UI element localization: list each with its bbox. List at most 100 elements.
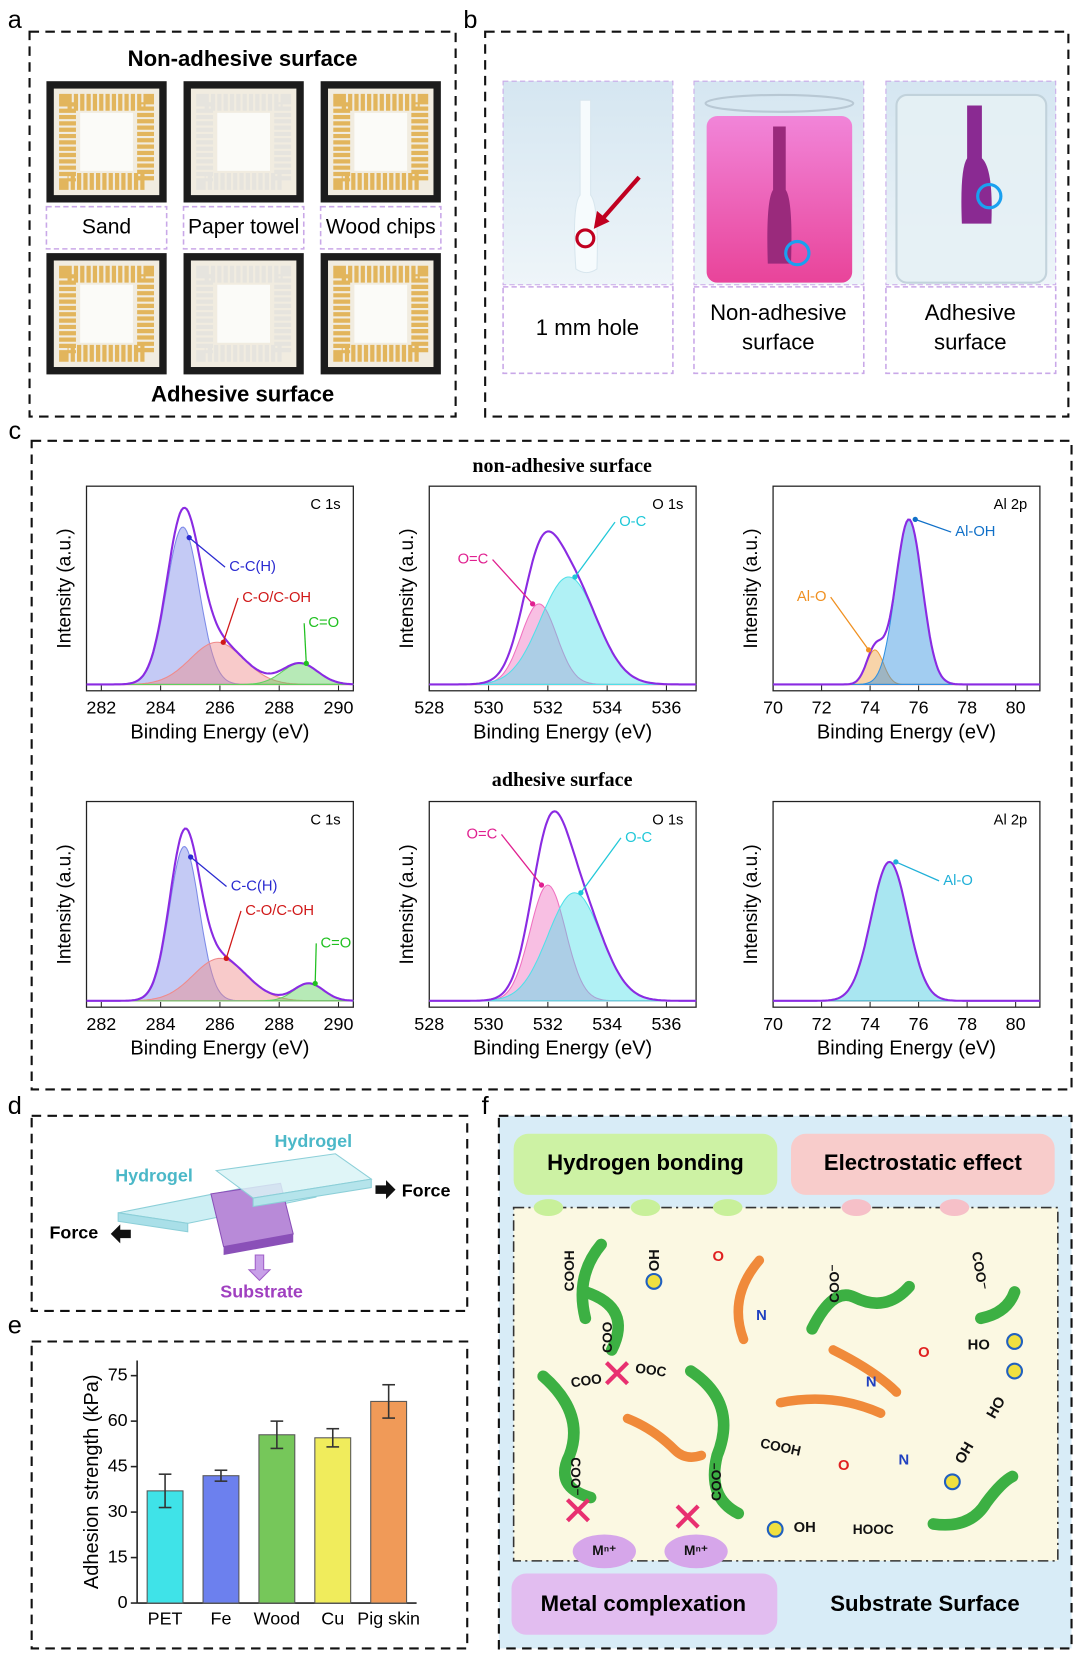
x-tick-label: 284	[146, 697, 176, 717]
bar	[146, 1490, 184, 1604]
particles	[196, 265, 292, 362]
peak-label: O-C	[625, 830, 652, 846]
chem-label: COO⁻	[709, 1463, 724, 1501]
caption: surface	[934, 330, 1007, 355]
chem-label: N	[899, 1453, 910, 1469]
particles	[333, 265, 429, 362]
polymer-chain	[576, 1238, 607, 1325]
polymer-chain	[806, 1280, 915, 1335]
force-arrow	[110, 1224, 131, 1244]
x-tick-label: 74	[860, 1014, 880, 1034]
chem-label: Mⁿ⁺	[592, 1543, 616, 1558]
group-title: non-adhesive surface	[472, 455, 652, 477]
arrow-tip	[303, 660, 309, 666]
y-axis-label: Intensity (a.u.)	[54, 844, 75, 964]
x-tick-label: 76	[909, 1014, 929, 1034]
chem-label: OH	[647, 1249, 663, 1271]
force-label: Force	[49, 1223, 98, 1243]
chem-label: COO⁻	[827, 1264, 842, 1302]
caption: 1 mm hole	[536, 315, 639, 340]
arrow-tip	[572, 574, 578, 580]
x-tick-label: 536	[651, 1014, 681, 1034]
polymer-chain	[622, 1413, 707, 1462]
surface-title: Substrate Surface	[830, 1591, 1019, 1616]
beaker-rim	[704, 93, 855, 113]
y-tick-label: 45	[108, 1455, 128, 1475]
label-arrow	[500, 834, 543, 886]
sample	[354, 112, 408, 171]
y-tick-label: 75	[108, 1364, 128, 1384]
pipette	[573, 99, 598, 274]
hole-marker	[784, 239, 811, 267]
x-tick-label: 290	[324, 1014, 354, 1034]
mechanism-box	[791, 1133, 1055, 1195]
particles	[196, 93, 292, 190]
chem-label: O	[838, 1458, 849, 1474]
substrate-label: Sand	[82, 215, 131, 238]
peak-label: C=O	[320, 935, 351, 951]
chem-label: COO⁻	[969, 1250, 990, 1290]
y-axis-label: Intensity (a.u.)	[741, 844, 762, 964]
arrow-tip	[538, 882, 545, 888]
plot-frame	[85, 800, 354, 1008]
x-tick-label: Pig skin	[357, 1609, 420, 1629]
x-tick-label: 76	[909, 697, 929, 717]
force-arrow	[375, 1180, 396, 1200]
label-arrow	[580, 837, 622, 894]
y-axis-label: Adhesion strength (kPa)	[81, 1374, 103, 1589]
hydrogel-zone	[512, 1206, 1059, 1562]
panel-label: d	[8, 1092, 22, 1120]
arrow-tip	[865, 647, 872, 653]
mechanism-box	[511, 1573, 778, 1635]
x-tick-label: 534	[592, 1014, 622, 1034]
caption-cell	[502, 286, 674, 375]
chem-label: HOOC	[853, 1522, 894, 1537]
x-tick-label: 286	[205, 1014, 235, 1034]
particles	[59, 93, 155, 190]
core-level: C 1s	[310, 497, 340, 513]
binding-site	[712, 1199, 743, 1216]
plot-frame	[428, 800, 697, 1008]
x-tick-label: 70	[763, 1014, 783, 1034]
peak-label: Al-OH	[955, 524, 995, 540]
panel-label: f	[482, 1092, 490, 1120]
y-axis-label: Intensity (a.u.)	[397, 844, 418, 964]
envelope	[773, 518, 1040, 686]
polymer-chain	[828, 1345, 902, 1397]
x-tick-label: 536	[651, 697, 681, 717]
substrate-oh	[645, 1272, 663, 1290]
arrow	[598, 175, 641, 223]
y-axis-label: Intensity (a.u.)	[397, 528, 418, 648]
envelope	[86, 506, 354, 686]
mechanism-title: Metal complexation	[541, 1591, 746, 1616]
bar	[202, 1475, 240, 1604]
hole-marker	[976, 182, 1003, 210]
label-arrow	[190, 856, 227, 888]
x-tick-label: Wood	[254, 1609, 300, 1629]
x-tick-label: 530	[474, 697, 504, 717]
y-tick-label: 15	[108, 1546, 128, 1566]
polymer-chain	[775, 1394, 886, 1418]
label-arrow	[222, 597, 239, 643]
core-level: C 1s	[310, 812, 340, 828]
chem-label: COO	[600, 1321, 615, 1353]
arrow-tip	[220, 639, 226, 645]
metal-cross	[604, 1361, 630, 1386]
x-tick-label: 532	[533, 1014, 563, 1034]
mechanism-title: Hydrogen bonding	[547, 1150, 744, 1175]
particles	[333, 93, 429, 190]
polymer-chain	[975, 1286, 1021, 1325]
polymer-chain	[927, 1470, 1019, 1531]
arrow-tip	[186, 534, 192, 541]
label-arrow	[830, 596, 870, 651]
panel-frame	[30, 1340, 469, 1650]
peak-label: Al-O	[943, 873, 973, 889]
x-tick-label: 72	[812, 1014, 832, 1034]
mechanism-box	[513, 1133, 778, 1195]
binding-site	[939, 1199, 970, 1216]
x-tick-label: Cu	[321, 1609, 344, 1629]
x-tick-label: 74	[860, 697, 880, 717]
polymer-chain	[685, 1365, 745, 1520]
mechanism-title: Electrostatic effect	[824, 1150, 1023, 1175]
